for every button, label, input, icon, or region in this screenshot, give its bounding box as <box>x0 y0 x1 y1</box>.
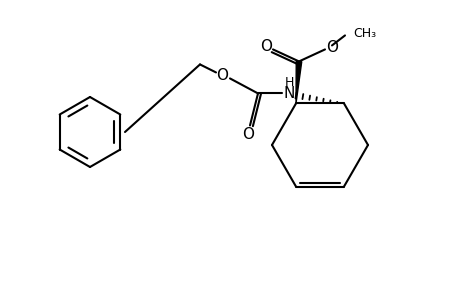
Polygon shape <box>295 61 301 104</box>
Text: O: O <box>241 127 253 142</box>
Text: O: O <box>216 68 228 83</box>
Text: O: O <box>259 39 271 54</box>
Text: N: N <box>283 86 294 101</box>
Text: H: H <box>284 76 293 89</box>
Text: CH₃: CH₃ <box>352 27 375 40</box>
Text: O: O <box>325 40 337 55</box>
